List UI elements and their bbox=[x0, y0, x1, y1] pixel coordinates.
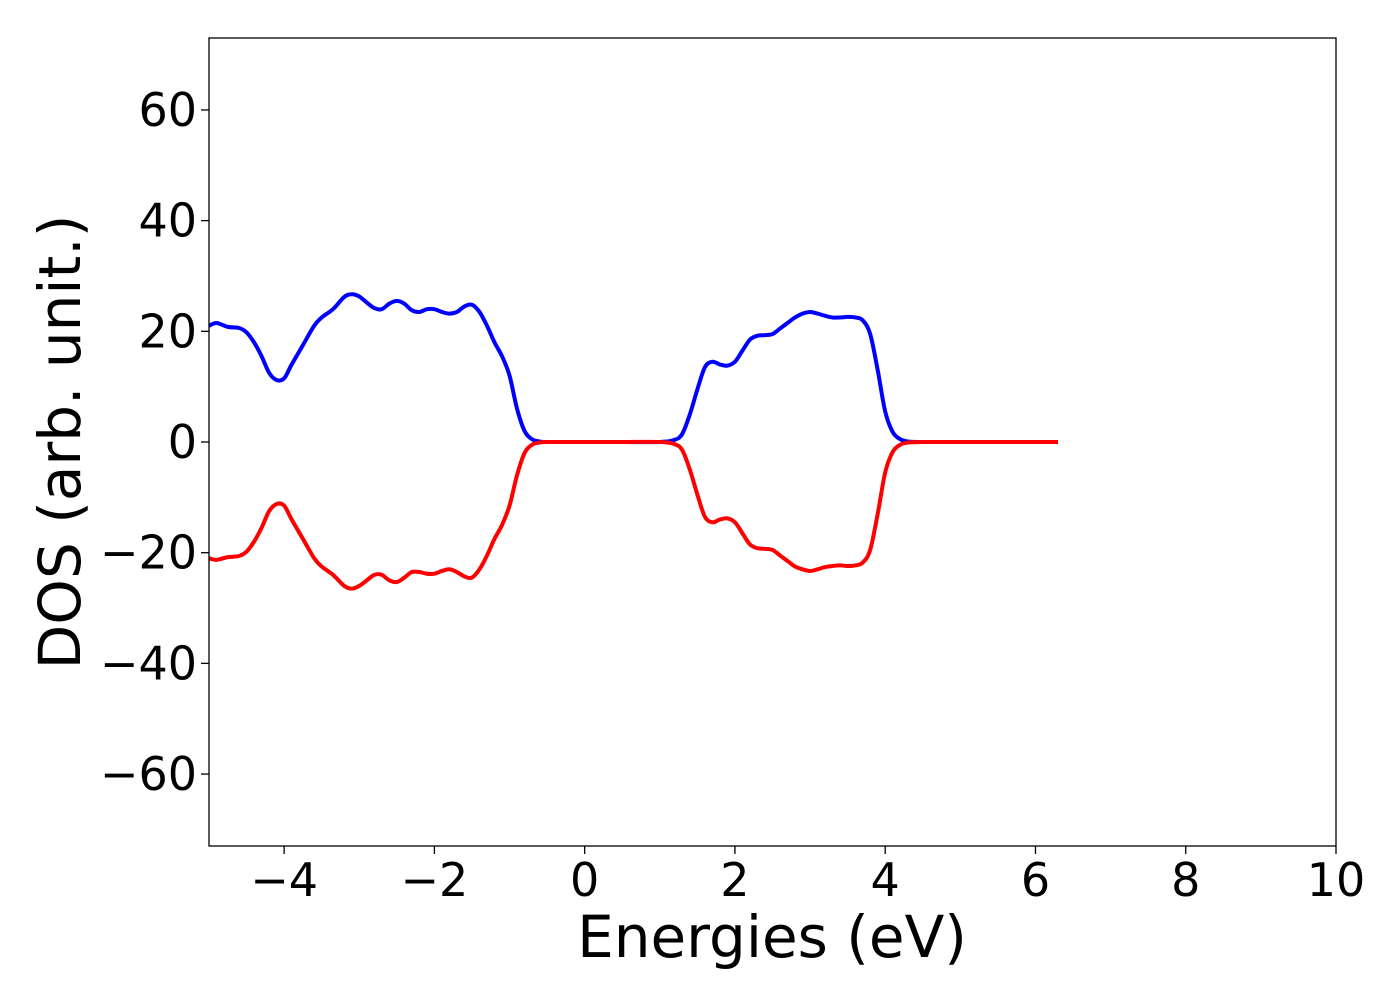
y-tick-label: −60 bbox=[100, 747, 197, 801]
x-tick-label: 2 bbox=[720, 853, 749, 907]
y-tick-label: −40 bbox=[100, 636, 197, 690]
series-layer bbox=[208, 292, 1059, 591]
y-tick-label: −20 bbox=[100, 526, 197, 580]
x-tick-label: 6 bbox=[1021, 853, 1050, 907]
y-tick-label: 40 bbox=[138, 194, 197, 248]
y-ticks: −60 −40 −20 0 20 40 60 bbox=[100, 83, 209, 801]
y-tick-label: 0 bbox=[168, 415, 197, 469]
x-tick-label: −4 bbox=[250, 853, 318, 907]
x-tick-label: 10 bbox=[1307, 853, 1366, 907]
x-axis-label: Energies (eV) bbox=[577, 903, 967, 971]
x-tick-label: −2 bbox=[400, 853, 468, 907]
x-ticks: −4 −2 0 2 4 6 8 10 bbox=[250, 846, 1365, 907]
y-axis-label: DOS (arb. unit.) bbox=[26, 215, 94, 670]
series-line-red bbox=[208, 439, 1059, 591]
y-tick-label: 20 bbox=[138, 304, 197, 358]
x-tick-label: 4 bbox=[871, 853, 900, 907]
x-tick-label: 8 bbox=[1171, 853, 1200, 907]
x-tick-label: 0 bbox=[570, 853, 599, 907]
y-tick-label: 60 bbox=[138, 83, 197, 137]
